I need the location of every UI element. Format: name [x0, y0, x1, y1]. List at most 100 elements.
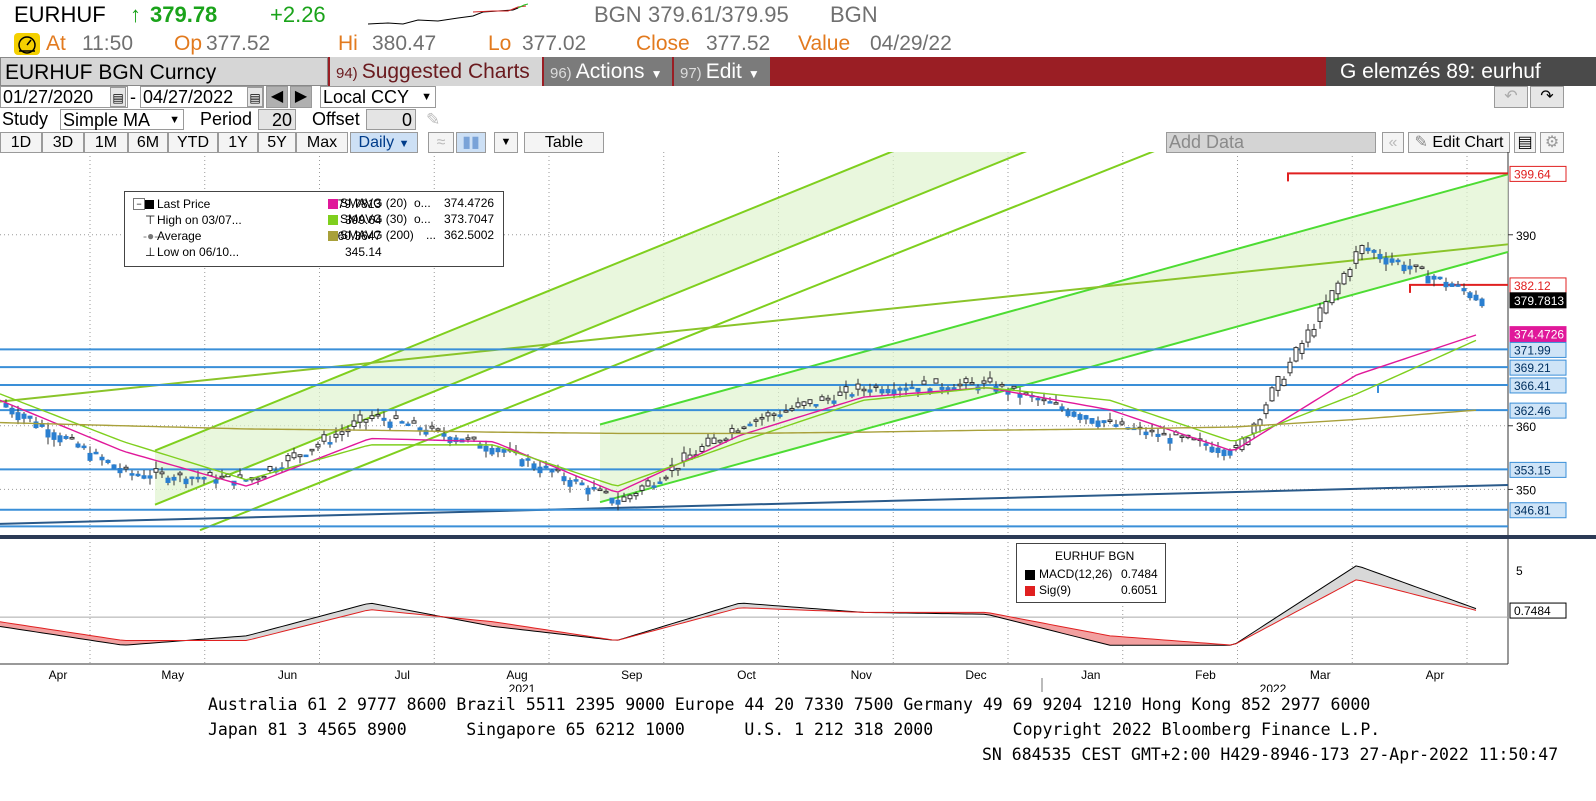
range-button-ytd[interactable]: YTD	[168, 132, 218, 153]
macd-histogram-area	[1332, 577, 1338, 593]
candle-body	[1305, 329, 1311, 343]
legend-low-value: 345.14	[345, 245, 382, 259]
suggested-charts-button[interactable]: 94) Suggested Charts	[330, 57, 542, 86]
candle-body	[57, 435, 63, 443]
ma-line-smavg-200-	[0, 409, 1477, 435]
y-tick-label: 350	[1516, 483, 1536, 497]
month-label: Aug	[506, 668, 527, 682]
range-button-5y[interactable]: 5Y	[258, 132, 296, 153]
range-button-1d[interactable]: 1D	[0, 132, 42, 153]
candle-body	[753, 419, 759, 422]
calendar-icon[interactable]: ▤	[110, 87, 126, 107]
macd-histogram-area	[366, 603, 372, 611]
table-button[interactable]: Table	[524, 132, 604, 153]
offset-input[interactable]: 0	[366, 109, 416, 130]
candle-body	[465, 437, 471, 440]
macd-histogram-area	[318, 615, 324, 623]
candle-body	[1287, 361, 1293, 374]
legend-avg-value: 360.3647	[331, 229, 382, 243]
month-label: Jan	[1081, 668, 1100, 682]
edit-chart-button[interactable]: ✎ Edit Chart	[1408, 132, 1510, 153]
macd-histogram-area	[342, 608, 348, 617]
macd-last-label: 0.7484	[1514, 604, 1551, 618]
calendar-icon[interactable]: ▤	[247, 87, 263, 107]
ask-source: BGN	[830, 2, 878, 27]
macd-histogram-area	[1278, 612, 1284, 622]
actions-button[interactable]: 96) Actions ▼	[544, 57, 672, 86]
collapse-icon[interactable]: «	[1382, 132, 1404, 153]
range-button-max[interactable]: Max	[296, 132, 348, 153]
bar-chart-icon[interactable]: ▮▮	[456, 132, 486, 153]
candle-body	[99, 456, 105, 461]
candle-body	[1161, 432, 1167, 436]
macd-histogram-area	[780, 606, 786, 610]
candle-body	[1281, 378, 1287, 387]
candle-body	[453, 437, 459, 443]
candle-body	[1179, 435, 1185, 438]
legend-sma30-label: SMAVG (30)	[340, 212, 408, 226]
chevron-down-icon[interactable]: ▼	[494, 132, 518, 153]
macd-histogram-area	[1122, 636, 1128, 646]
price-label: 379.7813	[1514, 294, 1564, 308]
candle-body	[201, 477, 207, 480]
security-field[interactable]: EURHUF BGN Curncy	[0, 57, 328, 86]
start-date-input[interactable]: 01/27/2020	[0, 86, 128, 108]
edit-label: Edit	[705, 60, 742, 83]
range-button-1m[interactable]: 1M	[84, 132, 128, 153]
frequency-select[interactable]: Daily ▼	[350, 132, 418, 153]
next-arrow-icon[interactable]: ▶	[290, 86, 312, 108]
currency-select[interactable]: Local CCY ▼	[320, 86, 436, 108]
footer-copyright: Japan 81 3 4565 8900 Singapore 65 6212 1…	[208, 720, 1381, 739]
prev-arrow-icon[interactable]: ◀	[266, 86, 288, 108]
macd-histogram-area	[60, 630, 66, 637]
candle-body	[1035, 397, 1041, 401]
legend-last-value: 379.7813	[331, 197, 382, 211]
candle-body	[1455, 284, 1461, 287]
macd-histogram-area	[1338, 573, 1344, 590]
candle-body	[1293, 347, 1299, 362]
candle-body	[117, 468, 123, 474]
gear-icon[interactable]: ⚙	[1540, 132, 1564, 153]
price-chart[interactable]: 399.64382.12379.7813374.4726371.99369.21…	[0, 152, 1596, 692]
period-input[interactable]: 20	[258, 109, 296, 130]
macd-histogram-area	[1176, 640, 1182, 646]
macd-legend: EURHUF BGN MACD(12,26) 0.7484 Sig(9) 0.6…	[1016, 543, 1166, 603]
end-date-input[interactable]: 04/27/2022	[140, 86, 264, 108]
candle-body	[891, 389, 897, 395]
candle-body	[153, 468, 159, 473]
candle-body	[213, 479, 219, 484]
candle-body	[579, 482, 585, 486]
candle-body	[1311, 328, 1317, 337]
add-data-input[interactable]: Add Data	[1166, 132, 1376, 153]
range-button-6m[interactable]: 6M	[128, 132, 168, 153]
macd-histogram-area	[1464, 604, 1470, 609]
macd-histogram-area	[1368, 569, 1374, 585]
channel-line	[599, 173, 1509, 426]
sma20-swatch	[328, 199, 338, 209]
candle-body	[561, 476, 567, 482]
line-chart-icon[interactable]: ≈	[428, 132, 454, 153]
support-line	[0, 483, 1509, 525]
macd-histogram-area	[1080, 630, 1086, 640]
chart-settings-icon[interactable]: ▤	[1514, 132, 1536, 153]
price-label-box	[1509, 377, 1567, 394]
macd-histogram-area	[1404, 582, 1410, 594]
gauge-icon[interactable]	[14, 33, 40, 55]
redo-icon[interactable]: ↷	[1530, 86, 1564, 108]
edit-button[interactable]: 97) Edit ▼	[674, 57, 770, 86]
undo-icon[interactable]: ↶	[1494, 86, 1528, 108]
up-arrow-icon: ↑	[130, 2, 141, 27]
page-title-text: G elemzés 89: eurhuf	[1340, 60, 1541, 83]
macd-histogram-area	[108, 638, 114, 644]
legend-last-label: Last Price	[157, 197, 211, 211]
candle-body	[405, 423, 411, 427]
macd-histogram-area	[738, 603, 744, 609]
pencil-icon[interactable]: ✎	[426, 110, 441, 129]
candle-body	[1461, 288, 1467, 292]
macd-histogram-area	[378, 604, 384, 611]
range-button-1y[interactable]: 1Y	[218, 132, 258, 153]
candle-body	[1047, 401, 1053, 404]
collapse-toggle-icon[interactable]: −	[133, 198, 145, 210]
study-select[interactable]: Simple MA ▼	[60, 109, 184, 130]
range-button-3d[interactable]: 3D	[42, 132, 84, 153]
